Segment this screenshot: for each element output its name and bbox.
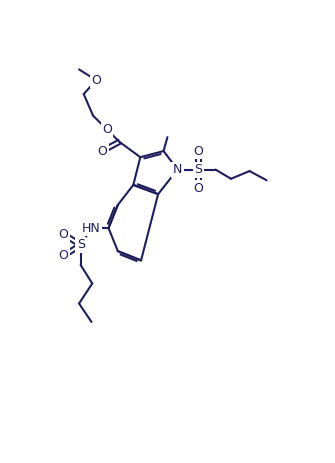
Text: O: O bbox=[59, 228, 69, 241]
Text: S: S bbox=[194, 163, 202, 176]
Text: O: O bbox=[102, 123, 112, 136]
Text: O: O bbox=[91, 74, 101, 87]
Text: S: S bbox=[77, 238, 85, 251]
Text: O: O bbox=[194, 181, 203, 194]
Text: O: O bbox=[97, 144, 107, 157]
Text: HN: HN bbox=[82, 221, 101, 235]
Text: N: N bbox=[173, 163, 182, 176]
Text: O: O bbox=[59, 249, 69, 262]
Text: O: O bbox=[194, 144, 203, 157]
